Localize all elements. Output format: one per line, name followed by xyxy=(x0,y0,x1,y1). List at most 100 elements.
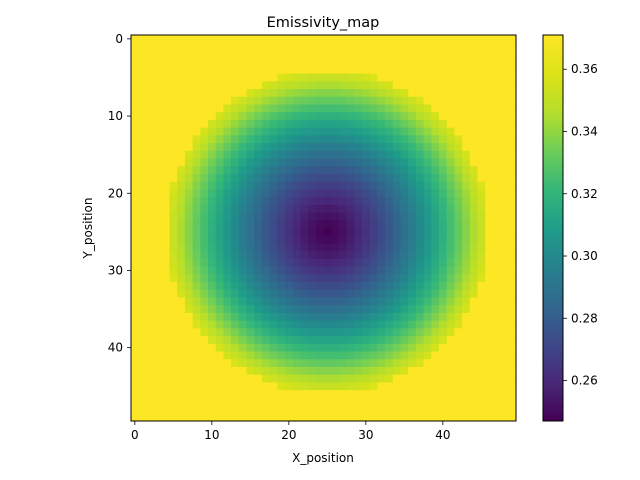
heatmap-cell xyxy=(238,413,247,422)
heatmap-cell xyxy=(169,143,178,152)
heatmap-cell xyxy=(308,181,317,190)
heatmap-cell xyxy=(415,405,424,414)
heatmap-cell xyxy=(131,382,140,391)
heatmap-cells xyxy=(131,35,517,422)
heatmap-cell xyxy=(184,135,193,144)
heatmap-cell xyxy=(369,127,378,136)
heatmap-cell xyxy=(261,42,270,51)
heatmap-cell xyxy=(508,181,517,190)
heatmap-cell xyxy=(485,390,494,399)
heatmap-cell xyxy=(485,359,494,368)
heatmap-cell xyxy=(323,266,332,275)
heatmap-cell xyxy=(385,343,394,352)
heatmap-cell xyxy=(200,343,209,352)
heatmap-cell xyxy=(462,266,471,275)
heatmap-cell xyxy=(138,189,147,198)
heatmap-cell xyxy=(423,112,432,121)
heatmap-cell xyxy=(215,73,224,82)
heatmap-cell xyxy=(300,305,309,314)
heatmap-cell xyxy=(500,343,509,352)
heatmap-cell xyxy=(485,189,494,198)
heatmap-cell xyxy=(192,282,201,291)
heatmap-cell xyxy=(200,251,209,260)
heatmap-cell xyxy=(462,197,471,206)
heatmap-cell xyxy=(408,81,417,90)
heatmap-cell xyxy=(223,35,232,44)
heatmap-cell xyxy=(269,150,278,159)
heatmap-cell xyxy=(500,143,509,152)
heatmap-cell xyxy=(161,58,170,67)
heatmap-cell xyxy=(446,89,455,98)
heatmap-cell xyxy=(469,89,478,98)
heatmap-cell xyxy=(169,50,178,59)
heatmap-cell xyxy=(477,359,486,368)
heatmap-cell xyxy=(315,351,324,360)
heatmap-cell xyxy=(338,166,347,175)
heatmap-cell xyxy=(469,258,478,267)
heatmap-cell xyxy=(285,135,294,144)
heatmap-cell xyxy=(223,397,232,406)
heatmap-cell xyxy=(192,305,201,314)
heatmap-cell xyxy=(400,374,409,383)
heatmap-cell xyxy=(331,413,340,422)
heatmap-cell xyxy=(392,305,401,314)
heatmap-cell xyxy=(315,204,324,213)
heatmap-cell xyxy=(415,266,424,275)
heatmap-cell xyxy=(254,336,263,345)
heatmap-cell xyxy=(246,312,255,322)
heatmap-cell xyxy=(446,374,455,383)
heatmap-cell xyxy=(192,220,201,229)
heatmap-cell xyxy=(439,166,448,175)
heatmap-cell xyxy=(377,35,386,44)
heatmap-cell xyxy=(331,158,340,167)
heatmap-cell xyxy=(184,212,193,221)
heatmap-cell xyxy=(269,243,278,252)
heatmap-cell xyxy=(423,204,432,213)
heatmap-cell xyxy=(492,228,501,237)
heatmap-cell xyxy=(254,228,263,237)
heatmap-cell xyxy=(269,320,278,329)
heatmap-cell xyxy=(292,96,301,105)
heatmap-cell xyxy=(146,343,155,352)
heatmap-cell xyxy=(138,112,147,121)
heatmap-cell xyxy=(231,150,240,159)
heatmap-cell xyxy=(300,328,309,337)
heatmap-cell xyxy=(177,251,186,260)
heatmap-cell xyxy=(138,143,147,152)
heatmap-cell xyxy=(454,189,463,198)
heatmap-cell xyxy=(400,336,409,345)
heatmap-cell xyxy=(400,312,409,322)
heatmap-cell xyxy=(238,220,247,229)
heatmap-cell xyxy=(261,104,270,113)
heatmap-cell xyxy=(184,366,193,376)
heatmap-cell xyxy=(300,320,309,329)
heatmap-cell xyxy=(338,297,347,306)
heatmap-cell xyxy=(354,127,363,136)
heatmap-cell xyxy=(254,58,263,67)
heatmap-cell xyxy=(500,158,509,167)
heatmap-cell xyxy=(300,112,309,121)
heatmap-cell xyxy=(362,212,371,221)
heatmap-cell xyxy=(338,135,347,144)
heatmap-cell xyxy=(346,143,355,152)
heatmap-cell xyxy=(254,328,263,337)
heatmap-cell xyxy=(338,119,347,129)
heatmap-cell xyxy=(154,104,163,113)
heatmap-cell xyxy=(223,235,232,244)
heatmap-cell xyxy=(246,243,255,252)
heatmap-cell xyxy=(446,127,455,136)
heatmap-cell xyxy=(192,135,201,144)
heatmap-cell xyxy=(223,181,232,190)
heatmap-cell xyxy=(354,143,363,152)
heatmap-cell xyxy=(354,235,363,244)
heatmap-cell xyxy=(477,143,486,152)
heatmap-cell xyxy=(215,35,224,44)
heatmap-cell xyxy=(469,35,478,44)
heatmap-cell xyxy=(369,382,378,391)
heatmap-cell xyxy=(454,289,463,298)
heatmap-cell xyxy=(277,382,286,391)
heatmap-cell xyxy=(431,312,440,322)
heatmap-cell xyxy=(492,274,501,283)
heatmap-cell xyxy=(346,320,355,329)
heatmap-cell xyxy=(454,359,463,368)
